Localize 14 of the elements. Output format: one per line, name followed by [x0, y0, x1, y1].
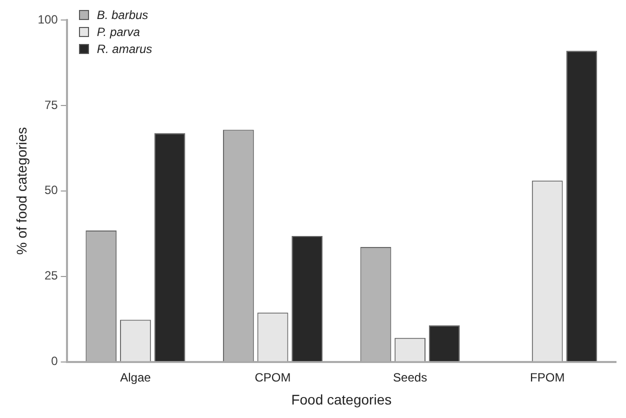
x-tick-label: CPOM [254, 370, 291, 384]
legend-label: B. barbus [96, 8, 148, 22]
legend-label: P. parva [96, 24, 140, 38]
y-tick-label: 100 [38, 12, 58, 26]
x-axis-title: Food categories [291, 391, 392, 408]
x-tick-label: Seeds [393, 370, 428, 384]
y-tick-label: 25 [44, 268, 58, 283]
y-axis-title: % of food categories [13, 127, 30, 255]
x-tick-label: FPOM [530, 370, 565, 384]
y-tick-label: 50 [44, 183, 58, 198]
y-tick-label: 75 [44, 98, 58, 112]
x-tick-label: Algae [120, 370, 152, 384]
y-tick-label: 0 [51, 354, 58, 368]
legend-label: R. amarus [96, 42, 152, 56]
